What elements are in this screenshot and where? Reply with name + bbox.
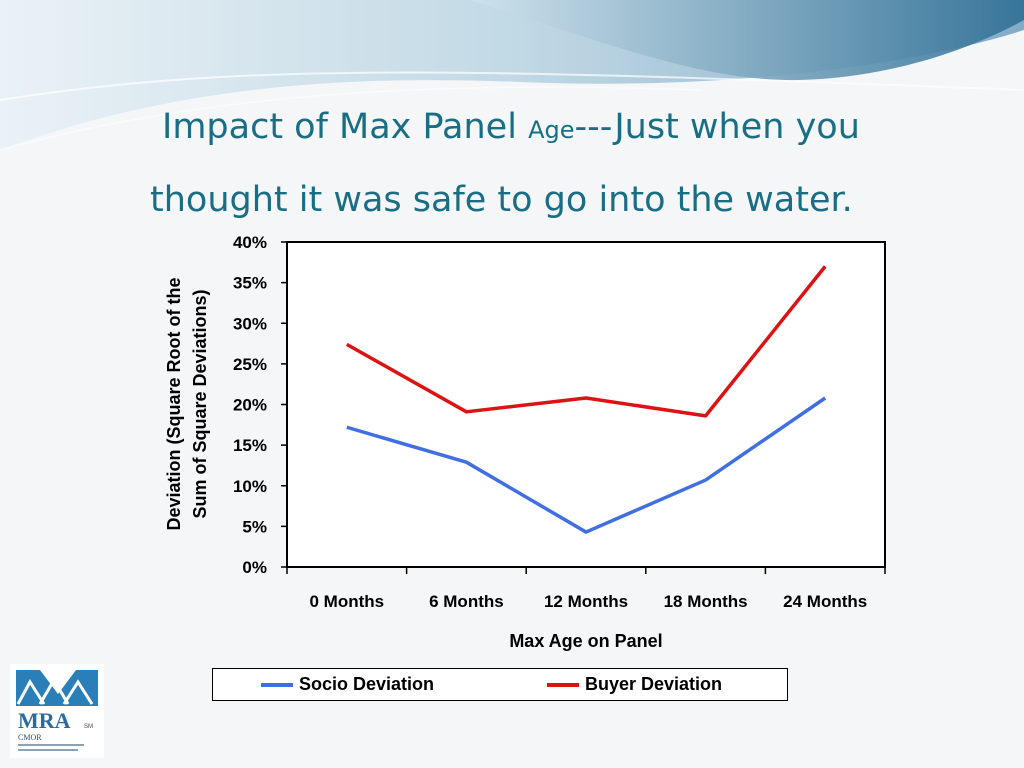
- y-tick-label: 20%: [233, 396, 267, 415]
- y-tick-label: 25%: [233, 355, 267, 374]
- logo-cmor: CMOR: [18, 733, 42, 742]
- y-tick-label: 40%: [233, 233, 267, 252]
- y-axis-title-line-1: Deviation (Square Root of the: [164, 277, 184, 530]
- x-tick-label: 0 Months: [309, 592, 384, 611]
- logo-sm-mark: SM: [84, 724, 93, 730]
- logo-text: MRA: [18, 708, 71, 733]
- plot-area: [286, 241, 886, 568]
- x-axis-title: Max Age on Panel: [509, 631, 662, 651]
- legend-item-buyer: Buyer Deviation: [547, 674, 722, 695]
- series-line-buyer: [345, 265, 827, 418]
- mra-logo: MRA SM CMOR: [10, 664, 104, 758]
- x-tick-label: 12 Months: [544, 592, 628, 611]
- legend-label-buyer: Buyer Deviation: [585, 674, 723, 694]
- legend-item-socio: Socio Deviation: [261, 674, 434, 695]
- series-line-socio: [346, 396, 827, 534]
- y-axis-title-line-2: Sum of Square Deviations): [190, 289, 210, 518]
- legend-swatch-socio: [261, 682, 293, 687]
- title-part-1: Impact of Max Panel: [162, 107, 529, 147]
- title-line-2: thought it was safe to go into the water…: [150, 180, 853, 220]
- y-tick-label: 10%: [233, 477, 267, 496]
- y-tick-label: 30%: [233, 314, 267, 333]
- x-tick-label: 24 Months: [783, 592, 867, 611]
- legend-label-socio: Socio Deviation: [299, 674, 435, 694]
- slide-title: Impact of Max Panel Age---Just when you …: [150, 92, 950, 235]
- y-tick-label: 5%: [242, 517, 267, 536]
- y-tick-label: 35%: [233, 274, 267, 293]
- mra-logo-icon: MRA SM CMOR: [16, 670, 98, 751]
- y-tick-label: 15%: [233, 436, 267, 455]
- title-part-2: Age: [528, 116, 575, 144]
- legend-swatch-buyer: [547, 682, 579, 687]
- x-tick-label: 18 Months: [664, 592, 748, 611]
- chart-legend: Socio Deviation Buyer Deviation: [212, 668, 788, 701]
- title-part-3: ---Just when you: [574, 107, 860, 147]
- x-tick-label: 6 Months: [429, 592, 504, 611]
- y-tick-label: 0%: [242, 558, 267, 577]
